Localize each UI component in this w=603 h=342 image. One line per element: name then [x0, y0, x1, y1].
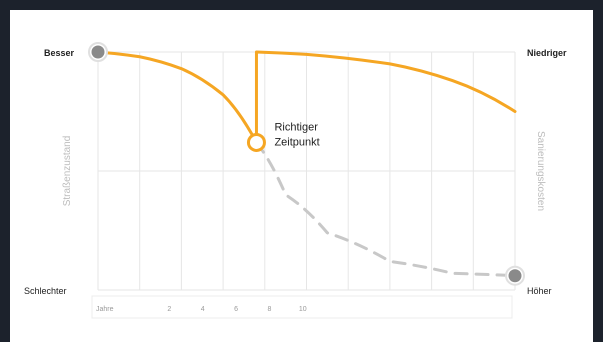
critical-point-marker: [246, 132, 266, 152]
x-tick-label: 2: [167, 306, 171, 313]
x-tick-label: 6: [234, 306, 238, 313]
annotation-line-1: Richtiger: [274, 121, 318, 133]
x-tick-label-unit: Jahre: [96, 306, 114, 313]
y-right-top-label: Niedriger: [527, 48, 567, 58]
series-line-dashed: [254, 140, 517, 278]
x-tick-label: 10: [299, 306, 307, 313]
labels: Besser Schlechter Niedriger Höher Straßenzus…: [24, 48, 567, 313]
series-line-solid-1: [254, 50, 517, 144]
y-left-axis-title: Straßenzustand: [62, 136, 73, 207]
x-tick-label: 8: [267, 306, 271, 313]
series-line-solid-0: [96, 50, 258, 144]
chart-card: Besser Schlechter Niedriger Höher Straßenzus…: [10, 10, 593, 342]
x-tick-label: 4: [201, 306, 205, 313]
markers: [88, 42, 525, 286]
y-right-bottom-label: Höher: [527, 286, 552, 296]
y-left-top-label: Besser: [44, 48, 75, 58]
series-group: [96, 50, 517, 278]
annotation-line-2: Zeitpunkt: [274, 136, 319, 148]
end-marker: [508, 269, 522, 283]
grid: [91, 51, 516, 319]
y-left-bottom-label: Schlechter: [24, 286, 67, 296]
x-tick-frame: [91, 295, 513, 319]
y-right-axis-title: Sanierungskosten: [535, 131, 546, 211]
start-marker: [91, 45, 105, 59]
chart-svg: Besser Schlechter Niedriger Höher Straßenzus…: [24, 42, 567, 319]
